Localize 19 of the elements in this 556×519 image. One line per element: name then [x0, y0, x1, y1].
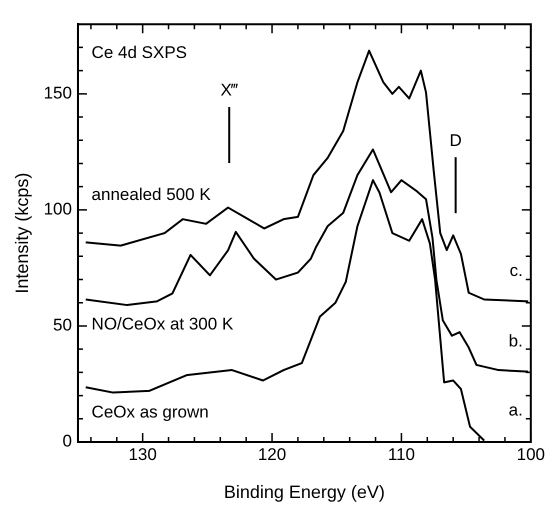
y-tick-label: 50 [53, 316, 72, 335]
y-axis-title: Intensity (kcps) [12, 172, 32, 294]
x-axis-title: Binding Energy (eV) [224, 482, 385, 502]
x-tick-label: 130 [128, 444, 157, 464]
x-tick-label: 110 [388, 444, 415, 464]
annotation: D [450, 130, 462, 150]
legend-label: c. [510, 261, 523, 280]
legend-label: a. [508, 400, 523, 420]
annotation: NO/CeOx at 300 K [92, 314, 234, 334]
annotation: CeOx as grown [92, 402, 209, 422]
annotation: annealed 500 K [92, 185, 212, 204]
y-tick-label: 100 [44, 200, 72, 219]
annotation: X‴ [220, 80, 238, 100]
annotation: Ce 4d SXPS [92, 43, 188, 62]
legend-label: b. [508, 331, 523, 350]
x-tick-label: 120 [258, 444, 286, 464]
x-tick-label: 100 [516, 444, 546, 464]
y-tick-label: 0 [62, 432, 72, 451]
y-tick-label: 150 [44, 84, 72, 103]
